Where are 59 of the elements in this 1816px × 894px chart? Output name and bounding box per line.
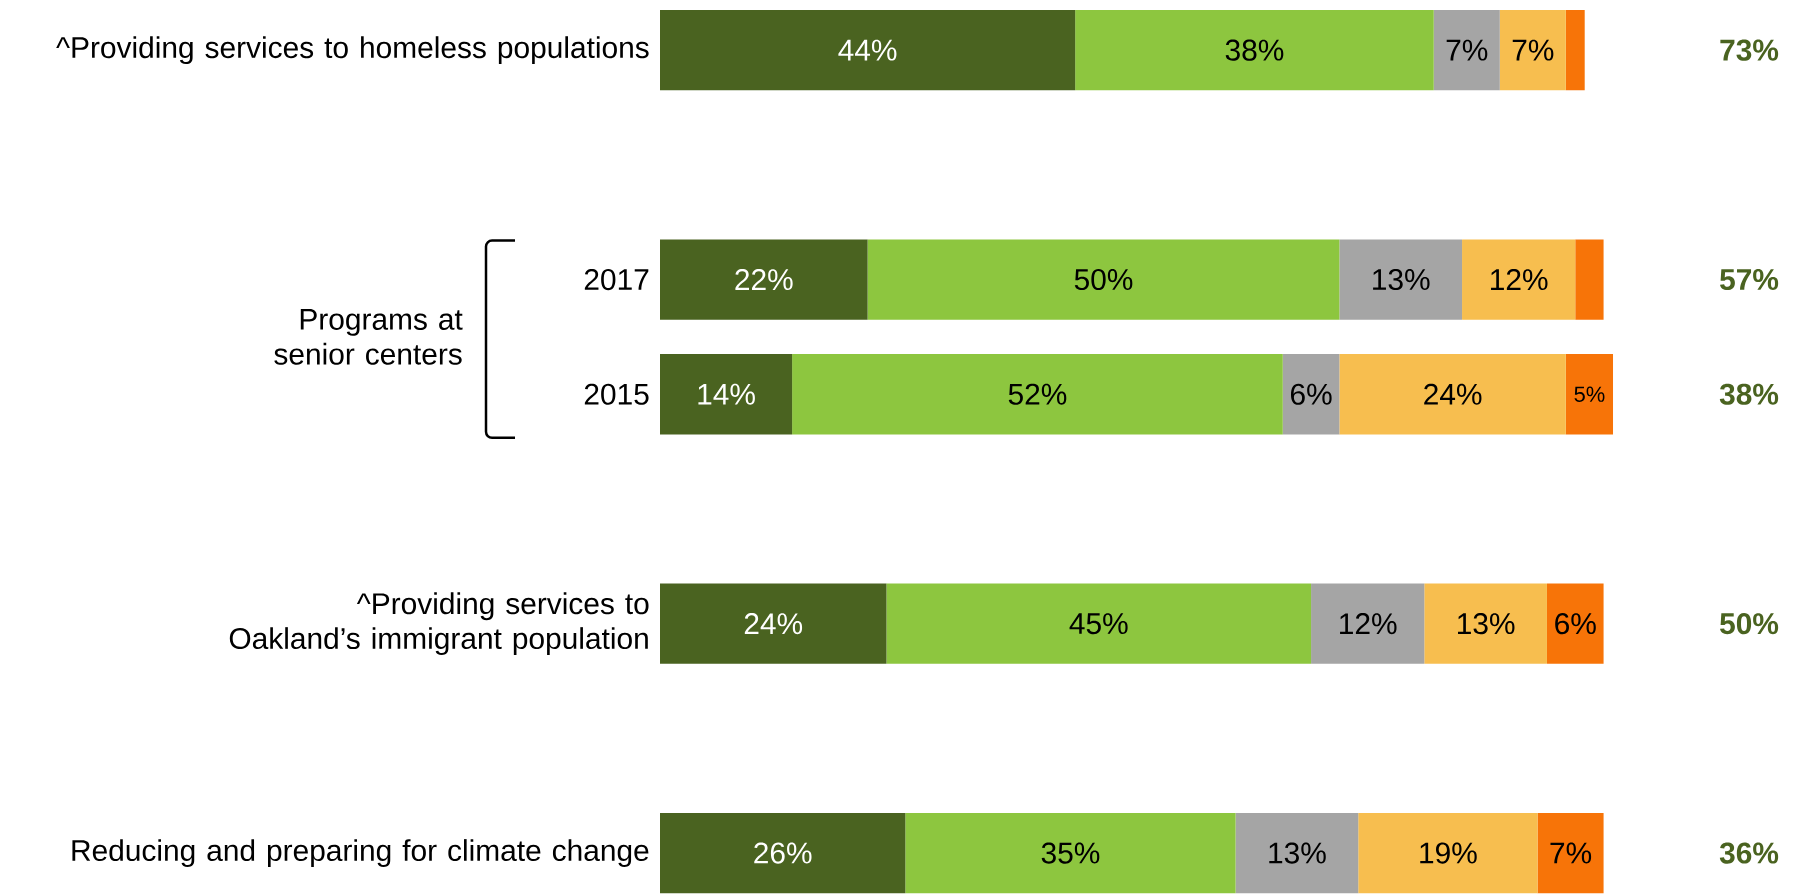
text: 38% (1719, 383, 1779, 405)
data-label: 13% (1373, 268, 1430, 291)
bar (1499, 10, 1566, 91)
y-tick-label: 2017 (584, 268, 649, 291)
y-tick-label: 2015 (584, 383, 649, 405)
bar (1462, 239, 1576, 320)
bar (867, 239, 1340, 320)
data-label: 44% (838, 39, 897, 61)
data-label: 35% (1041, 842, 1100, 864)
bar (792, 354, 1283, 435)
y-tick-label: ^Providing services to homeless populations (56, 36, 649, 65)
bar (1339, 239, 1463, 320)
data-label: 14% (698, 383, 755, 405)
data-label: 7% (1512, 39, 1554, 61)
bar (1424, 583, 1547, 664)
text: 36% (1719, 842, 1779, 864)
bar (1433, 10, 1500, 91)
bar (660, 354, 793, 435)
bar (1537, 812, 1604, 894)
bar (1311, 583, 1425, 664)
bar (1339, 354, 1566, 435)
bar (905, 812, 1236, 894)
text: Programs at senior centers (274, 309, 463, 365)
text: 50% (1720, 613, 1779, 635)
bar (660, 239, 868, 320)
bar (1575, 239, 1604, 320)
bar (1358, 812, 1538, 894)
data-label: 5% (1574, 386, 1605, 402)
data-label: 13% (1269, 842, 1326, 864)
data-label: 12% (1491, 269, 1548, 291)
bar (1235, 812, 1359, 894)
bar (1075, 10, 1434, 91)
bar (1282, 354, 1340, 435)
data-label: 13% (1458, 613, 1515, 635)
data-label: 24% (744, 613, 803, 635)
data-label: 52% (1008, 383, 1067, 405)
data-label: 50% (1074, 268, 1133, 291)
y-tick-label: ^Providing services to Oakland’s immigrant population (229, 592, 649, 656)
data-label: 7% (1446, 39, 1488, 61)
data-label: 45% (1069, 613, 1128, 635)
bar (886, 583, 1312, 664)
data-label: 26% (754, 842, 812, 864)
data-label: 6% (1290, 383, 1332, 405)
bar (660, 10, 1076, 91)
bar (660, 583, 887, 664)
data-label: 7% (1550, 842, 1592, 864)
data-label: 6% (1555, 613, 1596, 635)
data-label: 24% (1424, 383, 1482, 405)
bar (1546, 583, 1604, 664)
data-label: 12% (1340, 613, 1397, 635)
text: 57% (1720, 268, 1779, 291)
bar (660, 812, 906, 894)
data-label: 38% (1225, 39, 1284, 61)
data-label: 22% (735, 269, 793, 291)
y-tick-label: Reducing and preparing for climate change (72, 839, 649, 867)
data-label: 19% (1420, 842, 1477, 864)
text: 73% (1720, 39, 1779, 61)
bar (1565, 10, 1585, 91)
bar (1565, 354, 1614, 435)
